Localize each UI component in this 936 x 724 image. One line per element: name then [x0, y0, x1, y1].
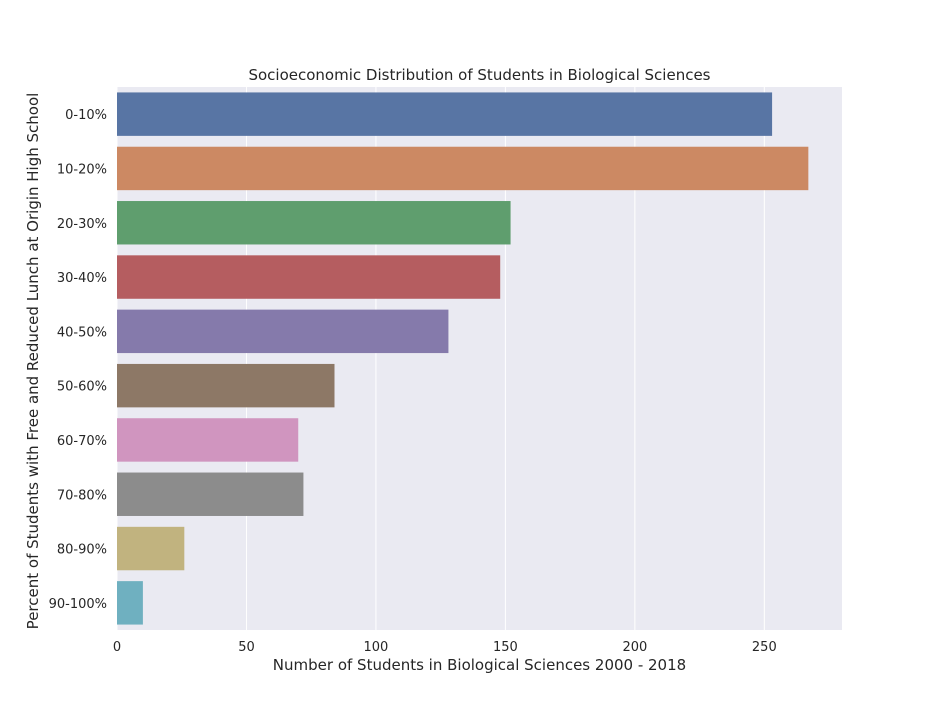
x-tick-labels: 0 50 100 150 200 250 — [113, 640, 777, 655]
x-axis-label: Number of Students in Biological Science… — [273, 656, 686, 674]
x-tick-label: 200 — [622, 640, 647, 655]
bar-70-80% — [117, 472, 304, 516]
y-tick-label: 20-30% — [57, 217, 107, 232]
y-tick-labels: 0-10% 10-20% 20-30% 30-40% 40-50% 50-60% 60-70… — [49, 108, 107, 612]
x-tick-label: 0 — [113, 640, 121, 655]
y-axis-label: Percent of Students with Free and Reduce… — [24, 93, 42, 630]
bar-30-40% — [117, 255, 501, 299]
bar-50-60% — [117, 363, 335, 408]
y-tick-label: 40-50% — [57, 325, 107, 340]
x-tick-label: 100 — [364, 640, 389, 655]
bar-80-90% — [117, 526, 185, 571]
y-tick-label: 70-80% — [57, 488, 107, 503]
bar-60-70% — [117, 418, 299, 462]
chart-title: Socioeconomic Distribution of Students i… — [248, 66, 710, 84]
x-tick-label: 250 — [752, 640, 777, 655]
y-tick-label: 0-10% — [65, 108, 107, 123]
y-tick-label: 80-90% — [57, 543, 107, 558]
y-tick-label: 60-70% — [57, 434, 107, 449]
bar-0-10% — [117, 92, 773, 136]
y-tick-label: 90-100% — [49, 597, 107, 612]
x-tick-label: 50 — [238, 640, 255, 655]
y-tick-label: 10-20% — [57, 162, 107, 177]
x-tick-label: 150 — [493, 640, 518, 655]
y-tick-label: 50-60% — [57, 380, 107, 395]
bar-20-30% — [117, 201, 511, 245]
y-tick-label: 30-40% — [57, 271, 107, 286]
bar-90-100% — [117, 581, 143, 625]
bars — [117, 92, 809, 625]
bar-40-50% — [117, 309, 449, 354]
bar-10-20% — [117, 146, 809, 191]
